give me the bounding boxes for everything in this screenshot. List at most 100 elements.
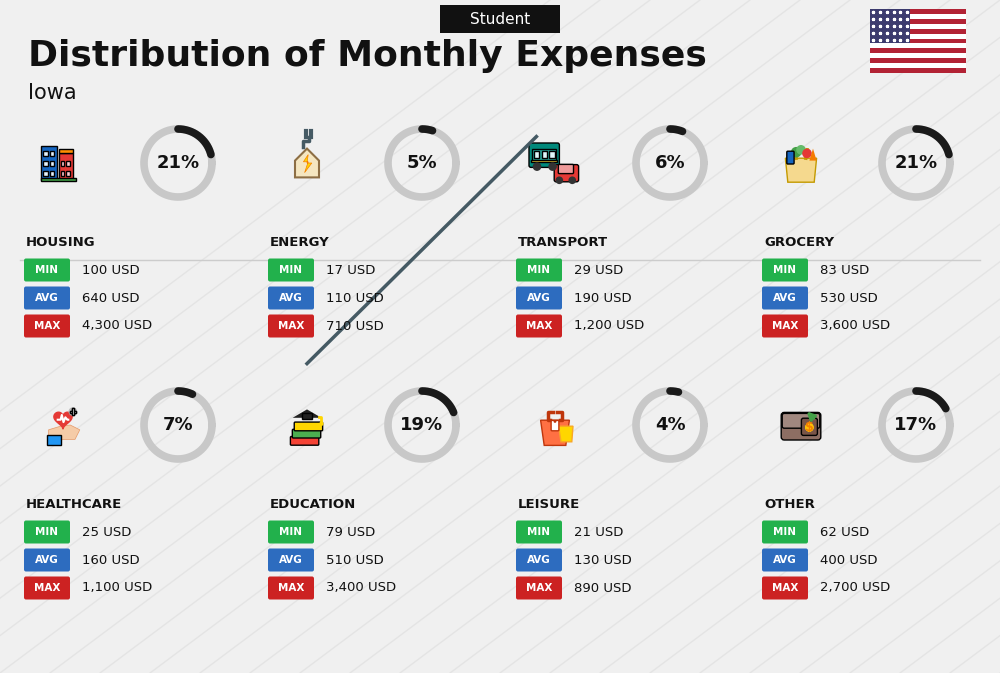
Circle shape — [554, 420, 556, 423]
Text: MIN: MIN — [528, 265, 550, 275]
FancyBboxPatch shape — [870, 9, 910, 44]
FancyBboxPatch shape — [72, 409, 74, 415]
FancyBboxPatch shape — [870, 44, 966, 48]
FancyBboxPatch shape — [61, 171, 64, 176]
FancyBboxPatch shape — [72, 409, 74, 415]
Text: 17%: 17% — [894, 416, 938, 434]
FancyBboxPatch shape — [801, 418, 817, 435]
Polygon shape — [295, 149, 319, 178]
FancyBboxPatch shape — [516, 314, 562, 337]
FancyBboxPatch shape — [534, 151, 539, 158]
Text: MAX: MAX — [34, 583, 60, 593]
Polygon shape — [785, 158, 817, 182]
FancyBboxPatch shape — [43, 151, 48, 156]
Text: MIN: MIN — [774, 527, 796, 537]
Text: 190 USD: 190 USD — [574, 291, 632, 304]
FancyBboxPatch shape — [43, 171, 48, 176]
FancyBboxPatch shape — [268, 577, 314, 600]
FancyBboxPatch shape — [762, 577, 808, 600]
FancyBboxPatch shape — [24, 314, 70, 337]
Polygon shape — [49, 425, 80, 439]
FancyBboxPatch shape — [516, 548, 562, 571]
FancyBboxPatch shape — [870, 63, 966, 68]
FancyBboxPatch shape — [516, 577, 562, 600]
Text: 3,600 USD: 3,600 USD — [820, 320, 890, 332]
FancyBboxPatch shape — [516, 287, 562, 310]
Text: AVG: AVG — [773, 293, 797, 303]
FancyBboxPatch shape — [870, 38, 966, 44]
FancyBboxPatch shape — [47, 435, 61, 446]
Text: 4%: 4% — [655, 416, 685, 434]
FancyBboxPatch shape — [870, 19, 966, 24]
Circle shape — [791, 147, 801, 157]
Text: MAX: MAX — [278, 583, 304, 593]
FancyBboxPatch shape — [268, 520, 314, 544]
Text: GROCERY: GROCERY — [764, 236, 834, 250]
Text: HEALTHCARE: HEALTHCARE — [26, 499, 122, 511]
Text: 890 USD: 890 USD — [574, 581, 632, 594]
FancyBboxPatch shape — [558, 164, 574, 174]
Text: 29 USD: 29 USD — [574, 264, 623, 277]
Circle shape — [69, 407, 77, 416]
FancyBboxPatch shape — [70, 411, 76, 413]
Text: 21%: 21% — [156, 154, 200, 172]
Text: 83 USD: 83 USD — [820, 264, 869, 277]
Polygon shape — [293, 409, 321, 418]
Text: ENERGY: ENERGY — [270, 236, 330, 250]
Circle shape — [548, 162, 557, 171]
FancyBboxPatch shape — [516, 258, 562, 281]
Text: Iowa: Iowa — [28, 83, 77, 103]
FancyBboxPatch shape — [781, 413, 821, 440]
Text: AVG: AVG — [35, 293, 59, 303]
Text: AVG: AVG — [35, 555, 59, 565]
Text: LEISURE: LEISURE — [518, 499, 580, 511]
FancyBboxPatch shape — [294, 422, 323, 431]
Text: MAX: MAX — [526, 321, 552, 331]
FancyBboxPatch shape — [268, 287, 314, 310]
Polygon shape — [809, 149, 817, 161]
Text: 62 USD: 62 USD — [820, 526, 869, 538]
Text: AVG: AVG — [773, 555, 797, 565]
FancyBboxPatch shape — [59, 153, 73, 180]
Text: 6%: 6% — [655, 154, 685, 172]
Text: MAX: MAX — [278, 321, 304, 331]
Text: 100 USD: 100 USD — [82, 264, 140, 277]
Text: MIN: MIN — [280, 527, 302, 537]
FancyBboxPatch shape — [870, 29, 966, 34]
FancyBboxPatch shape — [50, 171, 54, 176]
Text: OTHER: OTHER — [764, 499, 815, 511]
FancyBboxPatch shape — [762, 287, 808, 310]
FancyBboxPatch shape — [529, 143, 559, 168]
Circle shape — [805, 423, 814, 431]
FancyBboxPatch shape — [292, 429, 321, 438]
FancyBboxPatch shape — [24, 577, 70, 600]
Text: 5%: 5% — [407, 154, 437, 172]
FancyBboxPatch shape — [549, 151, 555, 158]
Text: 7%: 7% — [163, 416, 193, 434]
Text: MIN: MIN — [36, 265, 58, 275]
FancyBboxPatch shape — [787, 151, 794, 164]
FancyBboxPatch shape — [268, 548, 314, 571]
Circle shape — [568, 176, 576, 184]
FancyBboxPatch shape — [59, 149, 73, 153]
Circle shape — [796, 145, 806, 155]
Text: 1,100 USD: 1,100 USD — [82, 581, 152, 594]
Circle shape — [319, 422, 324, 426]
FancyBboxPatch shape — [43, 161, 48, 166]
FancyBboxPatch shape — [50, 161, 54, 166]
FancyBboxPatch shape — [870, 9, 966, 14]
Text: AVG: AVG — [279, 293, 303, 303]
Text: MAX: MAX — [526, 583, 552, 593]
Text: MIN: MIN — [280, 265, 302, 275]
Text: 710 USD: 710 USD — [326, 320, 384, 332]
Text: 17 USD: 17 USD — [326, 264, 375, 277]
Text: MAX: MAX — [34, 321, 60, 331]
Text: 4,300 USD: 4,300 USD — [82, 320, 152, 332]
Text: 510 USD: 510 USD — [326, 553, 384, 567]
FancyBboxPatch shape — [532, 149, 556, 161]
FancyBboxPatch shape — [870, 48, 966, 53]
Text: MAX: MAX — [772, 583, 798, 593]
Text: MIN: MIN — [528, 527, 550, 537]
Text: TRANSPORT: TRANSPORT — [518, 236, 608, 250]
FancyBboxPatch shape — [551, 421, 559, 431]
